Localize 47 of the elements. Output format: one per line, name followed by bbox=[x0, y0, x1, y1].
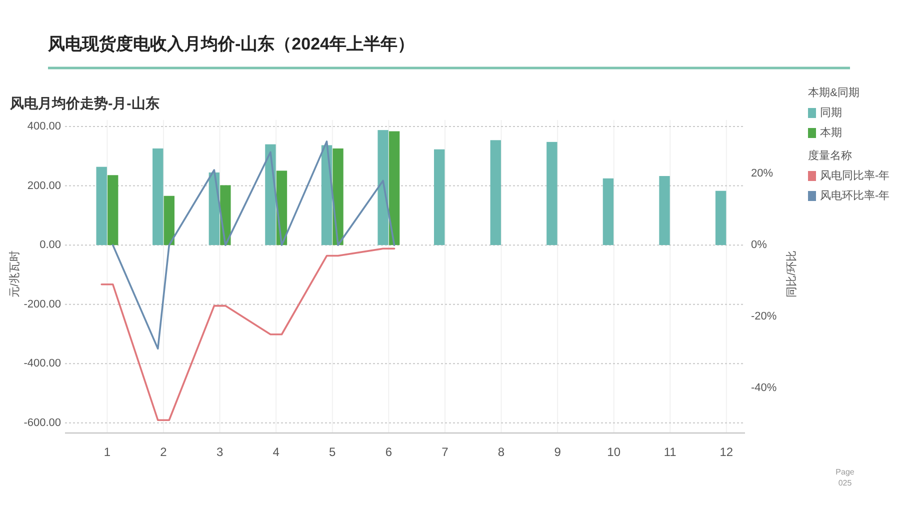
bar bbox=[490, 140, 501, 246]
y2label: 同比/环比 bbox=[786, 250, 798, 298]
y2-tick-label: -20% bbox=[751, 310, 777, 323]
bar bbox=[659, 176, 670, 246]
legend-label: 风电环比率-年 bbox=[820, 189, 890, 202]
bar bbox=[434, 149, 445, 246]
y2-tick-label: 0% bbox=[751, 239, 768, 252]
ylabel: 元/兆瓦时 bbox=[9, 250, 21, 298]
bar bbox=[164, 196, 174, 246]
text: 度量名称 bbox=[808, 150, 852, 162]
x-tick-label: 1 bbox=[104, 445, 111, 459]
bar bbox=[388, 131, 400, 246]
legend-label: 风电同比率-年 bbox=[820, 169, 890, 182]
x-tick-label: 4 bbox=[272, 445, 280, 459]
x-tick-label: 2 bbox=[160, 445, 168, 459]
bar bbox=[108, 175, 118, 246]
y2-tick-label: 20% bbox=[751, 168, 774, 180]
text: 本期&同期 bbox=[808, 87, 860, 99]
x-tick-label: 8 bbox=[498, 445, 505, 459]
legend-label: 本期 bbox=[820, 126, 842, 139]
title: 风电现货度电收入月均价-山东（2024年上半年） bbox=[48, 34, 414, 54]
x-tick-label: 9 bbox=[554, 445, 562, 459]
x-tick-label: 5 bbox=[329, 445, 336, 459]
subtitle: 风电月均价走势-月-山东 bbox=[10, 95, 160, 111]
annotation: 025 bbox=[838, 478, 852, 488]
bar bbox=[96, 166, 107, 246]
x-tick-label: 7 bbox=[442, 445, 449, 459]
y-tick-label: -200.00 bbox=[24, 298, 61, 310]
bar bbox=[152, 148, 164, 246]
bar bbox=[265, 144, 276, 246]
x-tick-label: 3 bbox=[216, 445, 224, 459]
x-tick-label: 6 bbox=[385, 445, 392, 459]
y-tick-label: 0.00 bbox=[40, 239, 61, 252]
bar bbox=[378, 130, 388, 246]
y-tick-label: -400.00 bbox=[24, 358, 61, 370]
legend-label: 同期 bbox=[820, 107, 842, 119]
bar bbox=[602, 178, 614, 246]
x-tick-label: 10 bbox=[607, 445, 621, 459]
bar bbox=[546, 142, 558, 246]
y-tick-label: 200.00 bbox=[27, 180, 61, 192]
annotation: Page bbox=[836, 468, 854, 476]
y2-tick-label: -40% bbox=[751, 382, 777, 394]
y-tick-label: 400.00 bbox=[27, 120, 61, 133]
bar bbox=[715, 190, 726, 246]
x-tick-label: 12 bbox=[720, 445, 734, 459]
x-tick-label: 11 bbox=[664, 445, 677, 459]
y-tick-label: -600.00 bbox=[24, 416, 61, 429]
